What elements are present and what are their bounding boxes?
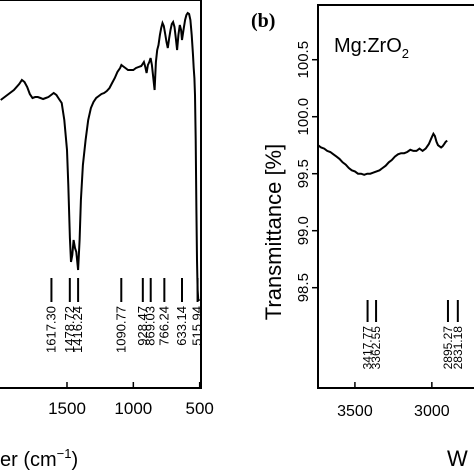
panel-b-peak-label: 3362.55 <box>369 326 383 370</box>
panel-b-title: Mg:ZrO2 <box>334 35 409 61</box>
panel-b-x-axis-label: W <box>447 446 468 471</box>
panel-a-x-ticks: 1500 1000 500 <box>48 382 214 418</box>
panel-a-x-tick-label: 1000 <box>114 399 152 418</box>
panel-b-peak-label: 2895.27 <box>441 326 455 370</box>
panel-b: (b) Mg:ZrO2 Transmittance [%] 100.5 100.0… <box>251 4 474 471</box>
panel-a-peak-label: 766.24 <box>156 306 171 346</box>
panel-b-y-tick-label: 100.5 <box>295 41 312 79</box>
panel-a-peak-label: 515.94 <box>190 306 205 346</box>
panel-a-x-axis-label: er (cm−1) <box>0 446 78 471</box>
panel-b-y-ticks: 100.5 100.0 99.5 99.0 98.5 <box>295 41 318 302</box>
panel-b-label: (b) <box>251 10 275 32</box>
panel-b-x-tick-label: 3500 <box>337 403 373 420</box>
panel-b-y-tick-label: 99.0 <box>295 216 312 245</box>
panel-b-y-axis-label: Transmittance [%] <box>261 144 286 320</box>
panel-b-y-tick-label: 100.0 <box>295 98 312 136</box>
panel-a-x-tick-label: 1500 <box>48 399 86 418</box>
panel-a-curve-layer <box>0 11 200 301</box>
panel-b-y-tick-label: 99.5 <box>295 159 312 188</box>
panel-a-peak-label: 1478.72 <box>62 306 77 353</box>
panel-a-x-tick-label: 500 <box>185 399 213 418</box>
panel-a-peak-label: 633.14 <box>174 306 189 346</box>
panel-a-peak-label: 1416.24 <box>70 306 85 353</box>
panel-b-peak-label: 2831.18 <box>451 326 465 370</box>
panel-b-curve-layer <box>317 131 448 176</box>
panel-a-frame <box>0 0 202 389</box>
panel-a-spectrum-line <box>0 11 200 301</box>
panel-a-peak-label: 1090.77 <box>113 306 128 353</box>
panel-a-x-axis-label-superscript: −1 <box>57 446 72 461</box>
panel-b-title-subscript: 2 <box>402 46 409 61</box>
panel-b-spectrum-line <box>317 131 448 176</box>
panel-b-peak-label: 3417.77 <box>361 326 375 370</box>
panel-a-peak-label: 928.47 <box>135 306 150 346</box>
panel-b-x-tick-label: 3000 <box>414 403 450 420</box>
panel-a-peak-label: 1617.30 <box>43 306 58 353</box>
panel-b-x-ticks: 3500 3000 <box>337 382 450 420</box>
panel-a-peak-label: 869.03 <box>143 306 158 346</box>
panel-b-frame <box>317 4 474 389</box>
panel-b-y-tick-label: 98.5 <box>295 273 312 302</box>
